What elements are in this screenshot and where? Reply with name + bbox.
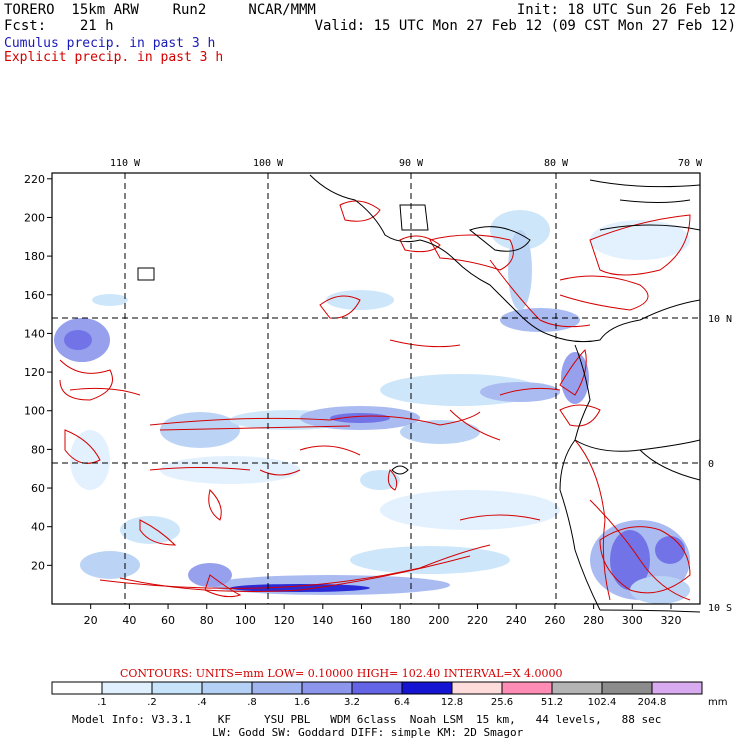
x-tick-label: 240 — [506, 614, 527, 627]
x-tick-label: 260 — [544, 614, 565, 627]
y-tick-label: 160 — [24, 289, 45, 302]
colorbar-label: 102.4 — [588, 697, 617, 708]
x-tick-label: 120 — [274, 614, 295, 627]
x-axis: 20 40 60 80 100 120 140 160 180 200 220 240 260 280 30… — [84, 604, 681, 627]
colorbar-label: 204.8 — [638, 697, 667, 708]
colorbar-swatch — [51, 681, 103, 695]
colorbar: .1 .2 .4 .8 1.6 3.2 6.4 12.8 25.6 51.2 102.4 204.8 — [51, 681, 703, 708]
colorbar-label: 6.4 — [394, 697, 410, 708]
latlon-grid — [52, 173, 700, 604]
legend-cumulus: Cumulus precip. in past 3 h — [4, 36, 216, 51]
explicit-contours — [59, 200, 691, 601]
colorbar-label: 1.6 — [294, 697, 310, 708]
init-time: Init: 18 UTC Sun 26 Feb 12 — [516, 2, 736, 18]
colorbar-swatch — [101, 681, 153, 695]
x-tick-label: 220 — [467, 614, 488, 627]
colorbar-swatch — [451, 681, 503, 695]
lon-label: 80 W — [544, 158, 569, 169]
colorbar-unit: mm — [708, 697, 727, 708]
x-tick-label: 300 — [622, 614, 643, 627]
x-tick-label: 80 — [200, 614, 214, 627]
colorbar-swatch — [251, 681, 303, 695]
y-tick-label: 80 — [31, 443, 45, 456]
x-tick-label: 320 — [660, 614, 681, 627]
legend-explicit: Explicit precip. in past 3 h — [4, 50, 224, 65]
colorbar-swatch — [351, 681, 403, 695]
colorbar-swatch — [201, 681, 253, 695]
colorbar-label: 51.2 — [541, 697, 563, 708]
colorbar-swatch — [401, 681, 453, 695]
colorbar-label: .4 — [197, 697, 207, 708]
y-tick-label: 140 — [24, 327, 45, 340]
colorbar-label: 3.2 — [344, 697, 360, 708]
y-tick-label: 40 — [31, 521, 45, 534]
colorbar-label: 25.6 — [491, 697, 513, 708]
x-tick-label: 280 — [583, 614, 604, 627]
y-tick-label: 200 — [24, 211, 45, 224]
x-tick-label: 160 — [351, 614, 372, 627]
model-title: TORERO 15km ARW Run2 NCAR/MMM — [4, 2, 316, 18]
model-info: Model Info: V3.3.1 KF YSU PBL WDM 6class… — [72, 713, 662, 726]
colorbar-swatch — [601, 681, 653, 695]
colorbar-swatch — [551, 681, 603, 695]
x-tick-label: 60 — [161, 614, 175, 627]
lon-labels: 110 W 100 W 90 W 80 W 70 W — [110, 158, 703, 169]
colorbar-label: .2 — [147, 697, 157, 708]
forecast-hour: Fcst: 21 h — [4, 18, 114, 34]
lat-label: 0 — [708, 459, 714, 470]
map-frame — [51, 172, 701, 605]
coastlines — [137, 174, 701, 613]
y-tick-label: 220 — [24, 173, 45, 186]
y-axis: 20 40 60 80 100 120 140 160 180 200 220 — [24, 173, 52, 572]
valid-time: Valid: 15 UTC Mon 27 Feb 12 (09 CST Mon … — [314, 18, 736, 34]
colorbar-label: .1 — [97, 697, 107, 708]
lat-labels: 10 N 0 10 S — [708, 314, 732, 614]
x-tick-label: 40 — [122, 614, 136, 627]
y-tick-label: 180 — [24, 250, 45, 263]
colorbar-label: 12.8 — [441, 697, 463, 708]
contours-info: CONTOURS: UNITS=mm LOW= 0.10000 HIGH= 10… — [120, 667, 562, 680]
lon-label: 70 W — [678, 158, 703, 169]
physics-info: LW: Godd SW: Goddard DIFF: simple KM: 2D… — [212, 726, 524, 739]
lon-label: 110 W — [110, 158, 141, 169]
colorbar-swatch — [151, 681, 203, 695]
y-tick-label: 120 — [24, 366, 45, 379]
y-tick-label: 100 — [24, 405, 45, 418]
lat-label: 10 N — [708, 314, 732, 325]
colorbar-swatch — [301, 681, 353, 695]
x-tick-label: 200 — [428, 614, 449, 627]
colorbar-swatch — [501, 681, 553, 695]
x-tick-label: 180 — [390, 614, 411, 627]
cumulus-shading — [54, 210, 690, 604]
x-tick-label: 100 — [235, 614, 256, 627]
lon-label: 100 W — [253, 158, 284, 169]
y-tick-label: 20 — [31, 559, 45, 572]
colorbar-swatch — [651, 681, 703, 695]
lon-label: 90 W — [399, 158, 424, 169]
x-tick-label: 20 — [84, 614, 98, 627]
lat-label: 10 S — [708, 603, 732, 614]
colorbar-label: .8 — [247, 697, 257, 708]
y-tick-label: 60 — [31, 482, 45, 495]
x-tick-label: 140 — [312, 614, 333, 627]
